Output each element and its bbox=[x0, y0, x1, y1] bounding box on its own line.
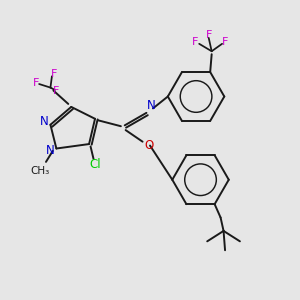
Text: N: N bbox=[40, 115, 49, 128]
Text: F: F bbox=[51, 69, 57, 79]
Text: F: F bbox=[33, 78, 39, 88]
Text: Cl: Cl bbox=[89, 158, 101, 171]
Text: CH₃: CH₃ bbox=[30, 166, 50, 176]
Text: N: N bbox=[147, 99, 156, 112]
Text: F: F bbox=[222, 37, 228, 47]
Text: O: O bbox=[144, 139, 153, 152]
Text: F: F bbox=[206, 30, 212, 40]
Text: F: F bbox=[52, 85, 59, 96]
Text: F: F bbox=[192, 37, 199, 47]
Text: N: N bbox=[46, 143, 55, 157]
